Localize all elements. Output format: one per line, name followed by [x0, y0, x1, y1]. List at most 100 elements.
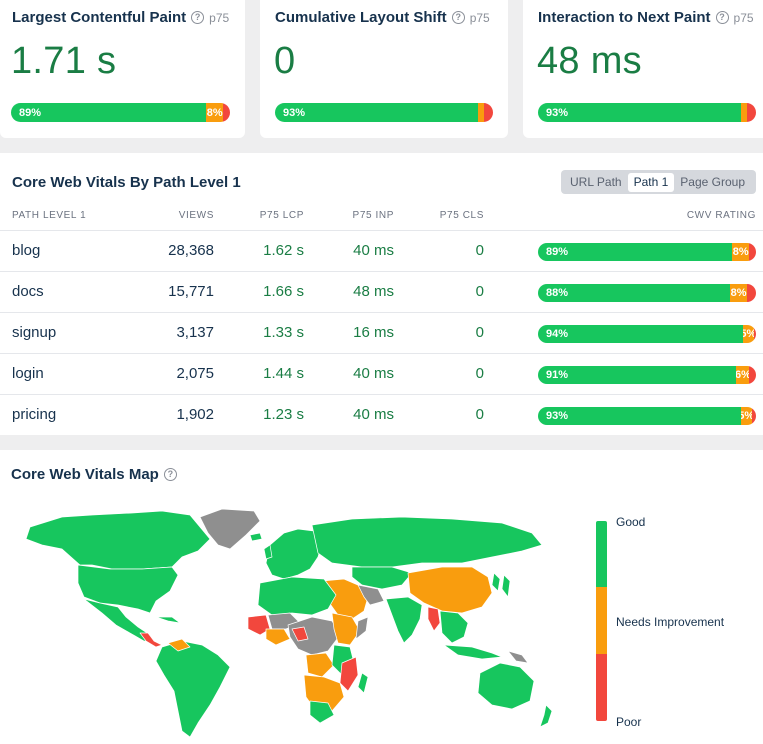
map-region-south-africa — [309, 700, 335, 724]
metric-title: Cumulative Layout Shift — [275, 9, 447, 26]
map-region-west-africa-ni — [265, 628, 291, 646]
cell-lcp: 1.23 s — [263, 406, 304, 423]
legend-label-ni: Needs Improvement — [616, 615, 725, 629]
cwv-rating-bar[interactable]: 93%5% — [538, 407, 756, 425]
toggle-page-group[interactable]: Page Group — [680, 174, 746, 189]
legend-label-good: Good — [616, 515, 646, 529]
map-region-iran — [357, 584, 385, 606]
table-row[interactable]: login 2,075 1.44 s 40 ms 0 91%6% — [0, 353, 763, 394]
table-row[interactable]: signup 3,137 1.33 s 16 ms 0 94%5% — [0, 312, 763, 353]
cell-path: blog — [12, 242, 41, 259]
column-header-rating[interactable]: CWV RATING — [686, 210, 756, 221]
cell-views: 2,075 — [176, 365, 214, 382]
help-icon[interactable]: ? — [163, 468, 177, 481]
cell-lcp: 1.66 s — [263, 283, 304, 300]
needs-improvement-segment: 8% — [729, 284, 748, 302]
cell-inp: 16 ms — [353, 324, 394, 341]
good-segment: 91% — [538, 366, 737, 384]
cwv-rating-bar[interactable]: 88% 8% — [538, 284, 756, 302]
path-level-toggle: URL Path Path 1 Page Group — [561, 170, 756, 194]
cwv-rating-bar[interactable]: 94%5% — [538, 325, 756, 343]
cell-lcp: 1.44 s — [263, 365, 304, 382]
column-header-cls[interactable]: P75 CLS — [439, 210, 484, 221]
cell-inp: 40 ms — [353, 406, 394, 423]
map-region-southeast-asia — [439, 610, 469, 644]
section-title: Core Web Vitals By Path Level 1 — [12, 174, 241, 191]
poor-segment — [749, 243, 756, 261]
map-region-korea-japan — [491, 572, 501, 592]
metric-value: 0 — [274, 40, 296, 82]
percentile-label: p75 — [469, 10, 490, 25]
map-region-india — [385, 596, 423, 644]
cell-path: signup — [12, 324, 57, 341]
column-header-path[interactable]: PATH LEVEL 1 — [12, 210, 87, 221]
map-region-south-america — [155, 640, 231, 738]
percentile-label: p75 — [209, 10, 230, 25]
section-title: Core Web Vitals Map — [11, 466, 159, 483]
metric-title: Largest Contentful Paint — [12, 9, 187, 26]
help-icon[interactable]: ? — [191, 11, 205, 24]
table-row[interactable]: docs 15,771 1.66 s 48 ms 0 88% 8% — [0, 271, 763, 312]
cell-lcp: 1.62 s — [263, 242, 304, 259]
poor-segment — [484, 103, 493, 122]
good-segment: 93% — [538, 407, 741, 425]
good-segment: 93% — [538, 103, 741, 122]
map-region-north-africa — [257, 576, 337, 616]
rating-distribution-bar[interactable]: 93% — [538, 103, 756, 122]
needs-improvement-segment — [477, 103, 485, 122]
table-row[interactable]: blog 28,368 1.62 s 40 ms 0 89% 8% — [0, 230, 763, 271]
map-region-madagascar — [357, 672, 369, 694]
help-icon[interactable]: ? — [451, 11, 465, 24]
cwv-rating-bar[interactable]: 91%6% — [538, 366, 756, 384]
cwv-rating-bar[interactable]: 89% 8% — [538, 243, 756, 261]
map-region-nigeria-poor — [291, 626, 309, 642]
map-region-central-asia — [351, 566, 413, 590]
table-row[interactable]: pricing 1,902 1.23 s 40 ms 0 93%5% — [0, 394, 763, 435]
map-region-indonesia — [443, 644, 503, 660]
world-map[interactable] — [22, 505, 567, 740]
good-segment: 88% — [538, 284, 730, 302]
metric-card-cls: Cumulative Layout Shift ? p75 0 93% — [260, 0, 508, 138]
metric-card-inp: Interaction to Next Paint ? p75 48 ms 93… — [523, 0, 763, 138]
map-region-new-zealand — [539, 704, 553, 728]
cell-inp: 48 ms — [353, 283, 394, 300]
cell-cls: 0 — [475, 324, 484, 341]
poor-segment — [749, 366, 756, 384]
map-region-japan — [501, 574, 511, 598]
good-segment: 93% — [275, 103, 478, 122]
cell-cls: 0 — [475, 283, 484, 300]
map-region-europe — [265, 528, 323, 580]
needs-improvement-segment: 8% — [205, 103, 224, 122]
cell-views: 28,368 — [168, 242, 214, 259]
legend-label-poor: Poor — [616, 715, 642, 729]
toggle-url-path[interactable]: URL Path — [570, 174, 622, 189]
map-region-west-africa-poor — [247, 614, 271, 636]
map-region-central-africa — [287, 616, 341, 656]
rating-distribution-bar[interactable]: 89% 8% — [11, 103, 230, 122]
legend-swatch-ni — [596, 587, 607, 654]
cell-path: docs — [12, 283, 44, 300]
needs-improvement-segment — [740, 103, 748, 122]
map-region-somalia — [355, 616, 369, 640]
rating-distribution-bar[interactable]: 93% — [275, 103, 493, 122]
needs-improvement-segment: 8% — [732, 243, 750, 261]
column-header-inp[interactable]: P75 INP — [352, 210, 394, 221]
needs-improvement-segment: 5% — [740, 407, 752, 425]
help-icon[interactable]: ? — [715, 11, 729, 24]
metric-card-lcp: Largest Contentful Paint ? p75 1.71 s 89… — [0, 0, 245, 138]
toggle-path-1[interactable]: Path 1 — [627, 172, 675, 192]
metric-value: 48 ms — [537, 40, 642, 82]
map-region-greenland — [199, 508, 261, 550]
map-region-canada — [25, 510, 211, 570]
column-header-lcp[interactable]: P75 LCP — [259, 210, 304, 221]
map-region-middle-east — [321, 578, 369, 620]
cell-views: 1,902 — [176, 406, 214, 423]
map-region-mozambique — [339, 656, 359, 692]
map-region-usa — [77, 564, 179, 614]
cell-inp: 40 ms — [353, 365, 394, 382]
good-segment: 89% — [11, 103, 206, 122]
column-header-views[interactable]: VIEWS — [178, 210, 214, 221]
map-legend-gradient — [596, 521, 607, 721]
map-region-mexico — [83, 598, 157, 644]
map-region-central-america-poor — [139, 632, 163, 648]
